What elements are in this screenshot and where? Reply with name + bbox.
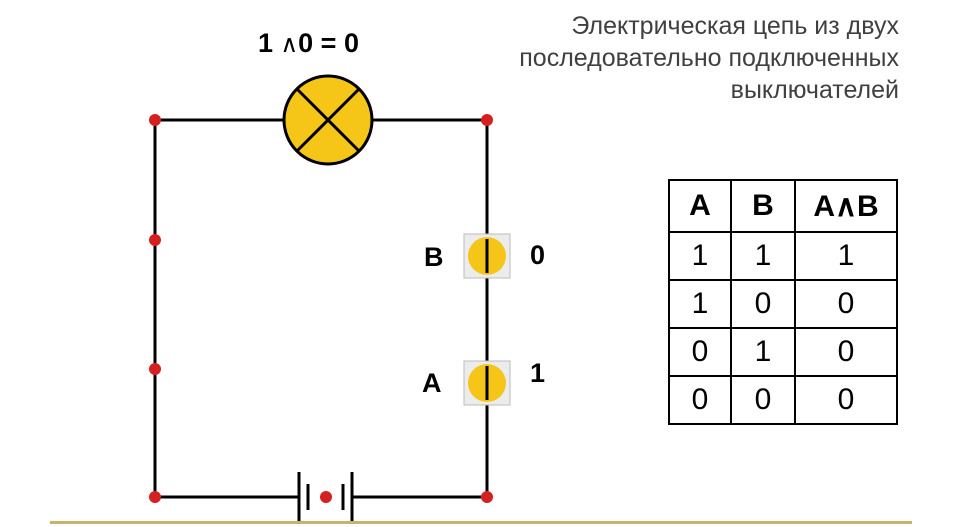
title-line-3: выключателей [730,76,899,104]
lamp-cross-b [295,87,361,153]
table-row: 1 1 1 [668,231,898,281]
table-cell: 0 [668,327,732,377]
table-cell: 0 [730,375,796,425]
table-row: 0 1 0 [668,327,898,377]
equation-left-operand: 1 [258,28,274,58]
wires [153,118,489,499]
nodes [149,114,493,503]
table-cell: 1 [730,231,796,281]
switch-a [463,360,511,406]
node-left-2 [149,363,161,375]
node-bottom-right [481,491,493,503]
table-cell: 0 [794,279,898,329]
switch-b [463,233,511,279]
title-line-2: последовательно подключенных [519,44,899,72]
conjunction-equation: 1 ∧0 = 0 [258,28,359,59]
equation-right-operand: 0 [298,28,314,58]
table-cell: 0 [794,375,898,425]
node-battery [320,491,332,503]
equation-and-operator: ∧ [280,31,299,58]
lamp [282,74,374,166]
table-cell: 0 [730,279,796,329]
truth-table: A B A∧B 1 1 1 1 0 0 0 1 0 0 0 0 [668,179,898,425]
node-bottom-left [149,491,161,503]
table-row: 1 0 0 [668,279,898,329]
switch-a-label: A [422,368,442,398]
truth-table-header-a: A [668,179,732,233]
table-cell: 0 [794,327,898,377]
battery [297,472,354,522]
equation-equals: = [320,28,337,58]
truth-table-header-row: A B A∧B [668,179,898,233]
truth-table-header-a-and-b: A∧B [794,179,898,233]
table-cell: 0 [668,375,732,425]
switch-b-label: B [424,242,444,272]
title-line-1: Электрическая цепь из двух [571,12,899,40]
slide-title: Электрическая цепь из двух последователь… [419,10,899,106]
node-top-right [481,114,493,126]
table-cell: 1 [730,327,796,377]
switch-b-state: 0 [530,240,546,270]
node-top-left [149,114,161,126]
table-row: 0 0 0 [668,375,898,425]
equation-result: 0 [343,28,359,58]
switch-a-state: 1 [530,358,546,388]
bottom-divider [50,521,912,524]
table-cell: 1 [794,231,898,281]
node-left-1 [149,234,161,246]
truth-table-header-b: B [730,179,796,233]
table-cell: 1 [668,231,732,281]
table-cell: 1 [668,279,732,329]
